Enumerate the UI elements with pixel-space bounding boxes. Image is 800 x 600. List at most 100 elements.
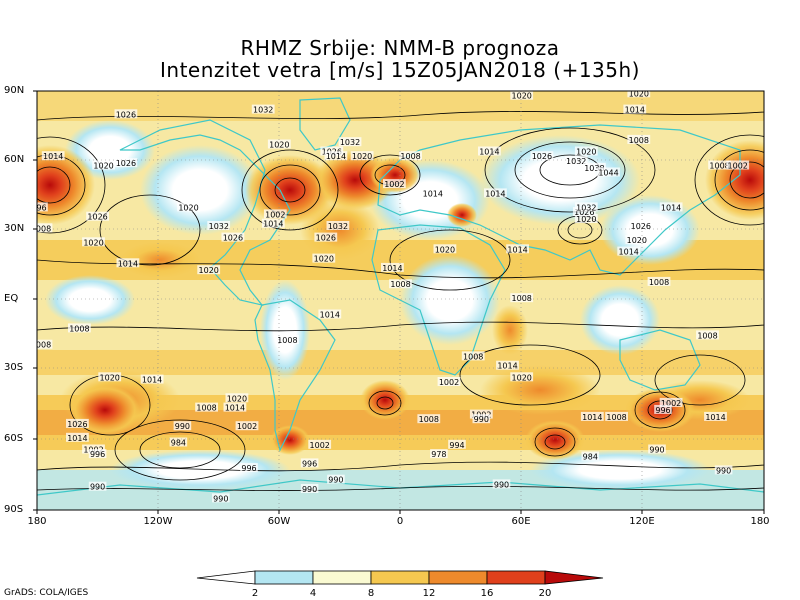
isobar-label: 1020 <box>629 89 649 98</box>
isobar-label: 996 <box>302 459 317 468</box>
isobar-label: 1014 <box>479 148 499 157</box>
isobar-label: 1026 <box>631 222 651 231</box>
colorbar-segment-12-16 <box>428 570 488 585</box>
isobar-label: 1008 <box>277 336 297 345</box>
isobar-label: 990 <box>175 422 190 431</box>
isobar-label-bg <box>461 351 485 361</box>
grads-credit: GrADS: COLA/IGES <box>4 588 89 598</box>
isobar-label: 1008 <box>31 224 51 233</box>
isobar-label: 1020 <box>352 152 372 161</box>
isobar-label: 1032 <box>566 157 586 166</box>
isobar-label-bg <box>478 146 501 156</box>
isobar-label: 1020 <box>199 266 219 275</box>
isobar-label-bg <box>654 404 672 414</box>
isobar-label: 1008 <box>400 152 420 161</box>
storm-systems <box>37 140 764 460</box>
isobar-label: 1020 <box>83 238 103 247</box>
isobar-label-bg <box>484 188 507 198</box>
isobar-label-bg <box>312 253 336 263</box>
colorbar-segment-2-4 <box>254 570 314 585</box>
isobar-label-bg <box>625 235 649 244</box>
isobar-label: 1008 <box>709 162 729 171</box>
isobar-label: 990 <box>474 415 489 424</box>
isobar-label: 1008 <box>69 324 89 333</box>
isobar-label: 990 <box>302 485 317 494</box>
isobar-label: 978 <box>431 450 446 459</box>
isobar-label: 1026 <box>574 208 594 217</box>
isobar-label: 1020 <box>627 236 647 245</box>
isobar-label-bg <box>327 474 345 484</box>
isobar-label: 984 <box>583 453 598 462</box>
isobar-label: 1014 <box>225 404 245 413</box>
isobar-label: 1002 <box>728 162 748 171</box>
isobar-label: 1026 <box>223 234 243 243</box>
isobar-label: 1002 <box>310 441 330 450</box>
isobar-label-bg <box>88 481 107 491</box>
lat-label-90n: 90N <box>4 85 25 96</box>
isobar-label: 1014 <box>619 248 639 257</box>
isobar-label-bg <box>659 397 683 407</box>
isobar-label: 1026 <box>116 159 136 168</box>
isobar-label: 1002 <box>237 422 257 431</box>
isobar-label-bg <box>88 449 107 459</box>
colorbar-segment-4-8 <box>312 570 372 585</box>
isobar-label-bg <box>251 104 275 114</box>
isobar-label: 990 <box>494 480 509 489</box>
isobar-label-bg <box>68 323 91 333</box>
greenland-outline <box>299 97 351 151</box>
lat-label-eq: EQ <box>4 293 19 304</box>
colorbar-segment-16-20 <box>486 570 546 585</box>
isobar-label: 1020 <box>227 394 247 403</box>
isobar-label-bg <box>240 463 258 473</box>
isobar-label: 1014 <box>423 189 443 198</box>
isobar-label: 1020 <box>512 373 532 382</box>
isobar-label: 1032 <box>209 222 229 231</box>
isobar-label-bg <box>581 451 600 461</box>
isobar-label-bg <box>627 91 651 98</box>
isobar-label: 1008 <box>419 415 439 424</box>
isobar-label-bg <box>583 162 606 172</box>
isobar-label-bg <box>580 411 604 421</box>
isobar-label: 996 <box>241 464 256 473</box>
isobar-label-bg <box>318 309 342 319</box>
isobar-label-bg <box>623 104 647 114</box>
isobar-label-bg <box>221 232 245 242</box>
isobar-label-bg <box>195 402 218 412</box>
isobar-label-bg <box>37 223 53 233</box>
isobar-label: 1020 <box>269 141 289 150</box>
isobar-label-bg <box>530 151 554 161</box>
isobar-label-bg <box>86 211 109 221</box>
isobar-label: 1008 <box>697 331 717 340</box>
isobar-label-bg <box>574 214 598 223</box>
isobar-label-bg <box>572 207 596 216</box>
colorbar-tick-8: 8 <box>367 588 375 599</box>
isobar-label-bg <box>82 237 105 247</box>
isobar-label-bg <box>510 293 534 303</box>
isobar-label-bg <box>37 202 48 212</box>
isobar-label: 1038 <box>584 164 604 173</box>
isobar-label-bg <box>708 160 731 170</box>
isobar-label: 1020 <box>576 215 596 224</box>
isobar-label: 1014 <box>43 152 63 161</box>
isobar-label: 1014 <box>320 311 340 320</box>
isobar-label: 1014 <box>507 245 527 254</box>
isobar-label-bg <box>726 160 750 170</box>
isobar-label: 1020 <box>178 203 198 212</box>
lon-label-120w: 120W <box>143 516 173 527</box>
isobar-label: 1008 <box>606 413 626 422</box>
lat-label-90s: 90S <box>4 504 24 515</box>
isobar-label: 1020 <box>576 148 596 157</box>
lon-label-60e: 60E <box>511 516 531 527</box>
isobar-label: 1020 <box>247 82 267 91</box>
isobar-label: 1026 <box>116 110 136 119</box>
eurasia-outline <box>377 124 741 276</box>
isobar-label: 1008 <box>31 341 51 350</box>
colorbar-tick-16: 16 <box>480 588 494 599</box>
isobar-label-bg <box>41 151 65 161</box>
isobar-label: 1002 <box>265 210 285 219</box>
isobar-label: 1014 <box>382 264 402 273</box>
isobar-label-bg <box>173 421 192 431</box>
isobar-label: 1014 <box>263 220 283 229</box>
